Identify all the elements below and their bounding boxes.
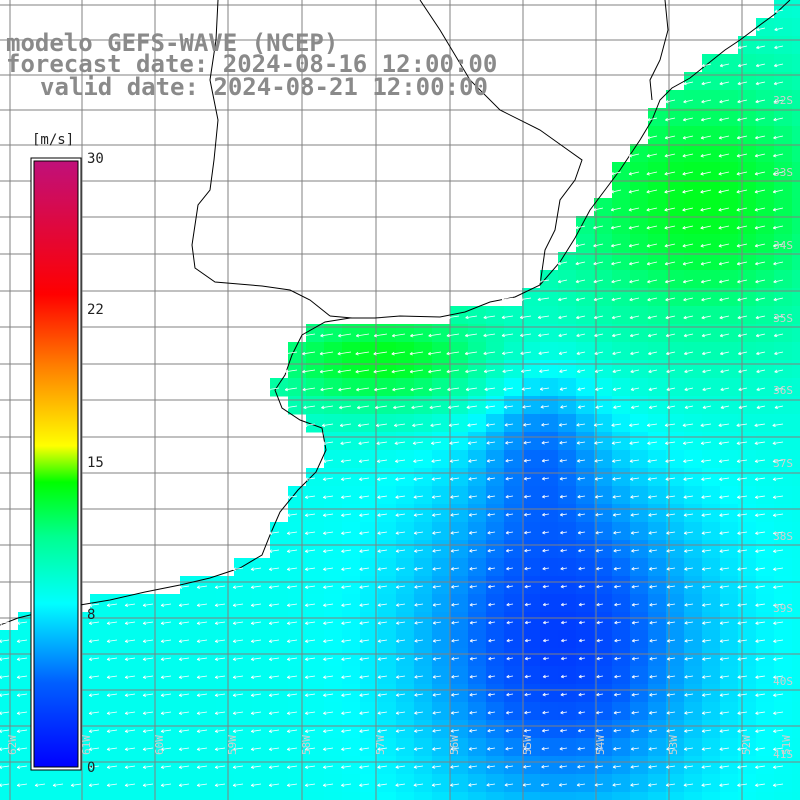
- latitude-labels: 32S 33S 34S 35S 36S 37S 38S 39S 40S 41S: [773, 94, 793, 761]
- longitude-label: 56W: [448, 735, 461, 755]
- colorbar-tick-15: 15: [87, 455, 104, 471]
- colorbar: [33, 160, 79, 768]
- wind-arrows: [0, 9, 784, 787]
- longitude-labels: 62W 61W 60W 59W 58W 57W 56W 55W 54W 53W 52W 51W: [6, 735, 793, 755]
- latitude-label: 39S: [773, 602, 793, 615]
- latitude-label: 36S: [773, 384, 793, 397]
- longitude-label: 54W: [594, 735, 607, 755]
- title-valid-date: valid date: 2024-08-21 12:00:00: [40, 73, 488, 101]
- longitude-label: 52W: [740, 735, 753, 755]
- title-model: modelo GEFS-WAVE (NCEP): [6, 29, 339, 57]
- longitude-label: 62W: [6, 735, 19, 755]
- colorbar-tick-22: 22: [87, 302, 104, 318]
- colorbar-tick-8: 8: [87, 607, 96, 623]
- latitude-label: 41S: [773, 748, 793, 761]
- colorbar-tick-0: 0: [87, 760, 96, 776]
- colorbar-units: [m/s]: [32, 132, 75, 148]
- latitude-label: 40S: [773, 675, 793, 688]
- longitude-label: 60W: [153, 735, 166, 755]
- title-forecast-date: forecast date: 2024-08-16 12:00:00: [6, 50, 498, 78]
- latitude-label: 34S: [773, 239, 793, 252]
- latitude-label: 33S: [773, 166, 793, 179]
- longitude-label: 58W: [300, 735, 313, 755]
- latitude-label: 35S: [773, 312, 793, 325]
- latitude-label: 37S: [773, 457, 793, 470]
- coastline: [0, 0, 791, 626]
- longitude-label: 59W: [226, 735, 239, 755]
- longitude-label: 51W: [780, 735, 793, 755]
- longitude-label: 57W: [374, 735, 387, 755]
- longitude-label: 55W: [521, 735, 534, 755]
- latitude-label: 38S: [773, 530, 793, 543]
- colorbar-tick-30: 30: [87, 151, 104, 167]
- longitude-label: 61W: [80, 735, 93, 755]
- longitude-label: 53W: [667, 735, 680, 755]
- latitude-label: 32S: [773, 94, 793, 107]
